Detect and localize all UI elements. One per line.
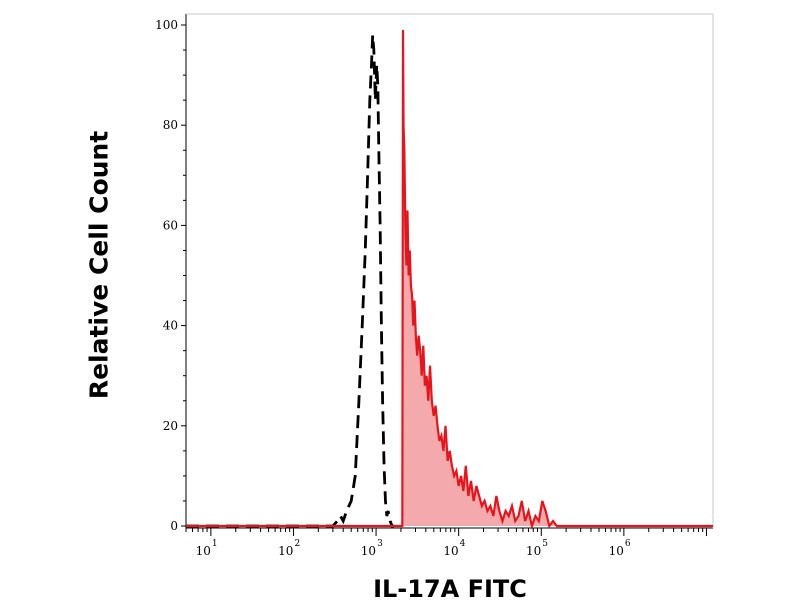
y-tick-label: 80 [163, 118, 178, 132]
y-axis-ticks: 0 20 40 60 80 100 [155, 18, 186, 533]
x-tick-label-base: 10 [278, 544, 293, 558]
y-axis-label: Relative Cell Count [84, 130, 114, 400]
y-tick-label: 0 [170, 519, 178, 533]
x-tick-label-exp: 5 [542, 539, 548, 549]
x-tick-label-base: 10 [526, 544, 541, 558]
y-tick-label: 20 [163, 419, 178, 433]
series-layer [186, 30, 713, 531]
x-tick-label-exp: 3 [377, 539, 383, 549]
y-tick-label: 40 [163, 319, 178, 333]
x-tick-label-exp: 2 [294, 539, 300, 549]
x-tick-label-exp: 1 [212, 539, 218, 549]
y-tick-label: 100 [155, 18, 178, 32]
x-axis-label: IL-17A FITC [373, 575, 527, 603]
x-tick-label-exp: 6 [625, 539, 631, 549]
x-axis-ticks: 10 1 10 2 10 3 10 4 10 5 10 6 [185, 528, 707, 558]
series-line-1 [186, 30, 713, 531]
x-tick-label-base: 10 [609, 544, 624, 558]
x-tick-label-base: 10 [196, 544, 211, 558]
series-line-0 [186, 34, 395, 528]
x-tick-label-base: 10 [361, 544, 376, 558]
x-tick-label-base: 10 [443, 544, 458, 558]
x-tick-label-exp: 4 [460, 539, 466, 549]
y-tick-label: 60 [163, 218, 178, 232]
